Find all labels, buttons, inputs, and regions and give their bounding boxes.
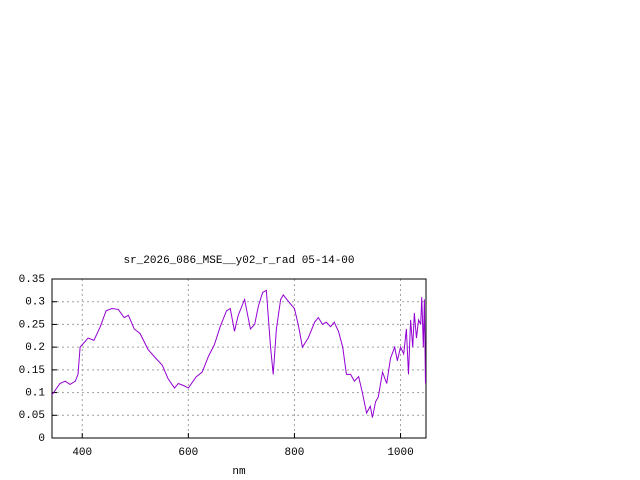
x-tick-label: 400	[72, 447, 92, 459]
y-tick-label: 0.15	[19, 365, 45, 377]
y-tick-label: 0.3	[25, 297, 45, 309]
data-line	[51, 289, 426, 418]
y-tick-label: 0.05	[19, 410, 45, 422]
y-tick-label: 0.1	[25, 387, 45, 399]
y-tick-label: 0.2	[25, 342, 45, 354]
y-tick-label: 0.35	[19, 274, 45, 286]
y-tick-label: 0	[38, 433, 45, 445]
plot-border	[51, 278, 427, 439]
x-axis-label: nm	[232, 466, 246, 478]
x-tick-label: 600	[178, 447, 198, 459]
chart-title: sr_2026_086_MSE__y02_r_rad 05-14-00	[123, 255, 354, 267]
x-tick-label: 800	[285, 447, 305, 459]
y-tick-label: 0.25	[19, 319, 45, 331]
x-tick-label: 1000	[387, 447, 413, 459]
